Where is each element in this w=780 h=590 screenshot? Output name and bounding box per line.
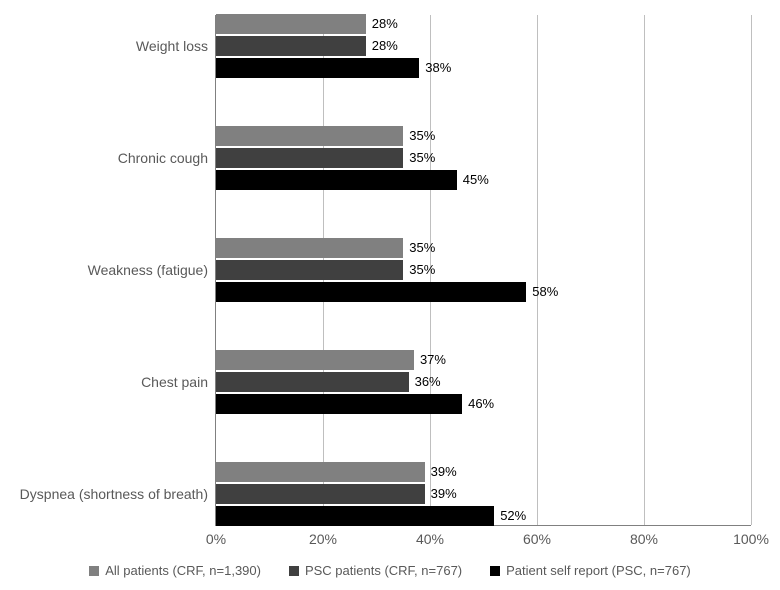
value-label: 28% xyxy=(366,36,398,56)
bar: 35% xyxy=(216,238,403,258)
value-label: 39% xyxy=(425,484,457,504)
value-label: 28% xyxy=(366,14,398,34)
bar-group: Weakness (fatigue)35%35%58% xyxy=(216,238,751,302)
value-label: 39% xyxy=(425,462,457,482)
x-tick-label: 40% xyxy=(416,531,444,547)
value-label: 38% xyxy=(419,58,451,78)
category-label: Chronic cough xyxy=(118,150,216,166)
bar: 35% xyxy=(216,126,403,146)
legend-swatch xyxy=(89,566,99,576)
value-label: 35% xyxy=(403,148,435,168)
category-label: Weight loss xyxy=(136,38,216,54)
bar: 28% xyxy=(216,36,366,56)
category-label: Dyspnea (shortness of breath) xyxy=(20,486,216,502)
bar: 39% xyxy=(216,484,425,504)
value-label: 35% xyxy=(403,238,435,258)
legend-label: PSC patients (CRF, n=767) xyxy=(305,563,462,578)
value-label: 35% xyxy=(403,126,435,146)
bar: 39% xyxy=(216,462,425,482)
legend: All patients (CRF, n=1,390) PSC patients … xyxy=(0,563,780,578)
x-tick-label: 20% xyxy=(309,531,337,547)
bar: 52% xyxy=(216,506,494,526)
gridline xyxy=(751,15,752,525)
category-label: Chest pain xyxy=(141,374,216,390)
category-label: Weakness (fatigue) xyxy=(88,262,216,278)
x-tick-label: 60% xyxy=(523,531,551,547)
value-label: 37% xyxy=(414,350,446,370)
plot-area: 0%20%40%60%80%100%Weight loss28%28%38%Ch… xyxy=(215,15,751,526)
symptom-bar-chart: 0%20%40%60%80%100%Weight loss28%28%38%Ch… xyxy=(0,0,780,590)
legend-item: All patients (CRF, n=1,390) xyxy=(89,563,261,578)
legend-swatch xyxy=(289,566,299,576)
value-label: 35% xyxy=(403,260,435,280)
legend-label: Patient self report (PSC, n=767) xyxy=(506,563,691,578)
value-label: 45% xyxy=(457,170,489,190)
value-label: 46% xyxy=(462,394,494,414)
bar: 58% xyxy=(216,282,526,302)
value-label: 58% xyxy=(526,282,558,302)
bar-group: Weight loss28%28%38% xyxy=(216,14,751,78)
legend-item: PSC patients (CRF, n=767) xyxy=(289,563,462,578)
x-tick-label: 80% xyxy=(630,531,658,547)
x-tick-label: 0% xyxy=(206,531,226,547)
bar-group: Dyspnea (shortness of breath)39%39%52% xyxy=(216,462,751,526)
legend-swatch xyxy=(490,566,500,576)
value-label: 52% xyxy=(494,506,526,526)
value-label: 36% xyxy=(409,372,441,392)
legend-item: Patient self report (PSC, n=767) xyxy=(490,563,691,578)
bar: 35% xyxy=(216,148,403,168)
bar: 38% xyxy=(216,58,419,78)
bar: 36% xyxy=(216,372,409,392)
bar: 28% xyxy=(216,14,366,34)
bar: 37% xyxy=(216,350,414,370)
legend-label: All patients (CRF, n=1,390) xyxy=(105,563,261,578)
bar: 35% xyxy=(216,260,403,280)
bar: 45% xyxy=(216,170,457,190)
bar: 46% xyxy=(216,394,462,414)
x-tick-label: 100% xyxy=(733,531,769,547)
bar-group: Chronic cough35%35%45% xyxy=(216,126,751,190)
bar-group: Chest pain37%36%46% xyxy=(216,350,751,414)
